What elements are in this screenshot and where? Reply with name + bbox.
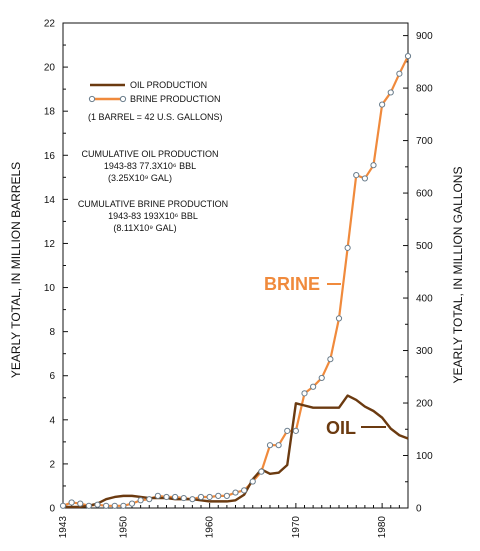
left-tick-label: 14 (44, 195, 56, 206)
brine-data-point (370, 162, 377, 169)
brine-data-point (335, 315, 343, 322)
brine-data-point (249, 478, 256, 485)
note-brine-line3: (8.11X10⁹ GAL) (113, 223, 176, 233)
brine-data-point (344, 244, 351, 251)
right-tick-label: 0 (416, 504, 422, 515)
brine-data-point (85, 502, 92, 509)
right-axis: 0 100 200 300 400 500 600 700 800 900 (403, 31, 433, 515)
conversion-note: (1 BARREL = 42 U.S. GALLONS) (88, 112, 222, 122)
left-tick-label: 6 (49, 371, 55, 382)
brine-data-point (206, 493, 213, 501)
brine-data-point (266, 442, 274, 449)
right-tick-label: 600 (416, 189, 433, 200)
bottom-tick-label: 1943 (58, 516, 69, 539)
brine-data-point (137, 497, 144, 504)
note-oil-line1: CUMULATIVE OIL PRODUCTION (81, 149, 218, 159)
left-tick-label: 10 (44, 283, 56, 294)
brine-data-point (396, 70, 403, 77)
brine-data-point (275, 442, 282, 449)
legend-brine-marker-left (88, 95, 96, 103)
legend-oil-label: OIL PRODUCTION (130, 80, 207, 90)
brine-data-point (223, 492, 230, 499)
note-brine-line2: 1943-83 193X10⁶ BBL (108, 211, 198, 221)
right-tick-label: 900 (416, 31, 433, 42)
brine-data-point (387, 89, 394, 96)
brine-data-point (94, 501, 101, 508)
brine-data-point (379, 101, 386, 108)
brine-data-point (103, 502, 110, 509)
brine-annotation-label: BRINE (264, 274, 320, 294)
left-tick-label: 8 (49, 327, 55, 338)
right-tick-label: 400 (416, 294, 433, 305)
series-layer (59, 52, 412, 509)
legend: OIL PRODUCTION BRINE PRODUCTION (1 BARRE… (88, 80, 222, 122)
left-tick-label: 2 (49, 459, 55, 470)
brine-data-point (241, 487, 248, 494)
legend-brine-label: BRINE PRODUCTION (130, 94, 221, 104)
brine-data-point (301, 390, 308, 397)
right-tick-label: 200 (416, 399, 433, 410)
brine-data-point (120, 502, 127, 509)
brine-data-point (154, 492, 161, 499)
note-oil-line2: 1943-83 77.3X10⁶ BBL (104, 161, 196, 171)
cumulative-brine-note: CUMULATIVE BRINE PRODUCTION 1943-83 193X… (78, 199, 228, 233)
brine-data-point (215, 492, 222, 499)
bottom-tick-label: 1970 (291, 516, 302, 539)
bottom-tick-label: 1980 (377, 516, 388, 539)
left-tick-label: 0 (49, 504, 55, 515)
brine-data-point (327, 356, 334, 363)
left-axis-title: YEARLY TOTAL, IN MILLION BARRELS (9, 162, 23, 378)
left-tick-label: 22 (44, 19, 56, 30)
brine-data-point (180, 494, 187, 502)
left-tick-label: 20 (44, 63, 56, 74)
brine-data-point (232, 489, 239, 496)
brine-annotation: BRINE (264, 274, 341, 294)
left-tick-label: 4 (49, 415, 55, 426)
right-tick-label: 500 (416, 241, 433, 252)
right-tick-label: 300 (416, 346, 433, 357)
brine-data-point (68, 499, 75, 506)
brine-data-point (163, 493, 170, 501)
cumulative-oil-note: CUMULATIVE OIL PRODUCTION 1943-83 77.3X1… (81, 149, 218, 183)
brine-data-point (77, 500, 84, 507)
oil-annotation-label: OIL (326, 418, 356, 438)
oil-series-line (63, 394, 409, 509)
legend-brine-marker-right (119, 95, 127, 103)
left-tick-label: 12 (44, 239, 56, 250)
brine-data-point (353, 172, 360, 179)
brine-data-point (292, 427, 299, 434)
brine-data-point (284, 427, 291, 434)
note-brine-line1: CUMULATIVE BRINE PRODUCTION (78, 199, 228, 209)
brine-data-point (310, 383, 317, 390)
brine-data-point (197, 493, 205, 501)
note-oil-line3: (3.25X10⁹ GAL) (108, 173, 172, 183)
bottom-tick-label: 1950 (118, 516, 129, 539)
brine-data-point (318, 374, 325, 382)
right-tick-label: 100 (416, 451, 433, 462)
brine-data-point (361, 175, 368, 182)
right-axis-title: YEARLY TOTAL, IN MILLION GALLONS (451, 167, 465, 384)
brine-data-point (59, 502, 67, 509)
brine-data-point (111, 502, 118, 509)
brine-data-point (172, 493, 179, 501)
brine-data-point (146, 496, 153, 503)
plot-frame (62, 22, 409, 509)
oil-annotation: OIL (326, 418, 386, 438)
left-tick-label: 16 (44, 151, 56, 162)
left-tick-label: 18 (44, 107, 56, 118)
left-axis: 0 2 4 6 8 10 12 14 16 18 20 22 (44, 19, 68, 515)
brine-data-point (128, 500, 136, 507)
bottom-tick-label: 1960 (205, 516, 216, 539)
brine-data-point (258, 468, 265, 475)
right-tick-label: 700 (416, 136, 433, 147)
brine-data-point (189, 496, 196, 503)
right-tick-label: 800 (416, 84, 433, 95)
brine-series-line (62, 55, 409, 507)
brine-data-point (404, 52, 412, 60)
